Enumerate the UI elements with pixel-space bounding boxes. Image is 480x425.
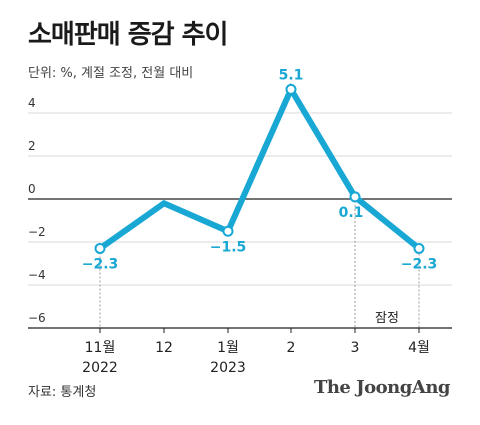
y-tick-label-3: −2: [28, 225, 46, 239]
source-note: 자료: 통계청: [28, 385, 97, 400]
provisional-label: 잠정: [375, 311, 399, 326]
x-tick-sublabel-0: 2022: [82, 360, 118, 376]
x-tick-label-4: 3: [351, 340, 360, 356]
x-tick-label-1: 12: [155, 340, 173, 356]
y-tick-label-0: 4: [28, 96, 36, 110]
x-tick-label-5: 4월: [408, 340, 430, 356]
y-tick-label-2: 0: [28, 182, 36, 196]
data-label-4: 0.1: [339, 205, 364, 221]
y-tick-label-5: −6: [28, 311, 46, 325]
data-point-2: [222, 225, 234, 237]
data-label-0: −2.3: [82, 256, 119, 272]
data-point-3: [285, 83, 297, 95]
x-tick-sublabel-2: 2023: [210, 360, 246, 376]
data-label-5: −2.3: [401, 256, 438, 272]
chart-title: 소매판매 증감 추이: [28, 20, 228, 50]
y-tick-label-1: 2: [28, 139, 36, 153]
x-tick-label-0: 11월: [85, 340, 116, 356]
y-tick-label-4: −4: [28, 268, 46, 282]
series-line: [97, 82, 422, 252]
data-point-4: [349, 191, 361, 203]
unit-note: 단위: %, 계절 조정, 전월 대비: [28, 66, 194, 81]
brand-logo: The JoongAng: [313, 377, 451, 398]
data-label-3: 5.1: [279, 67, 304, 83]
x-tick-label-2: 1월: [217, 340, 239, 356]
x-tick-label-3: 2: [287, 340, 296, 356]
data-label-2: −1.5: [210, 239, 247, 255]
data-point-0: [94, 242, 106, 254]
data-point-5: [413, 242, 425, 254]
